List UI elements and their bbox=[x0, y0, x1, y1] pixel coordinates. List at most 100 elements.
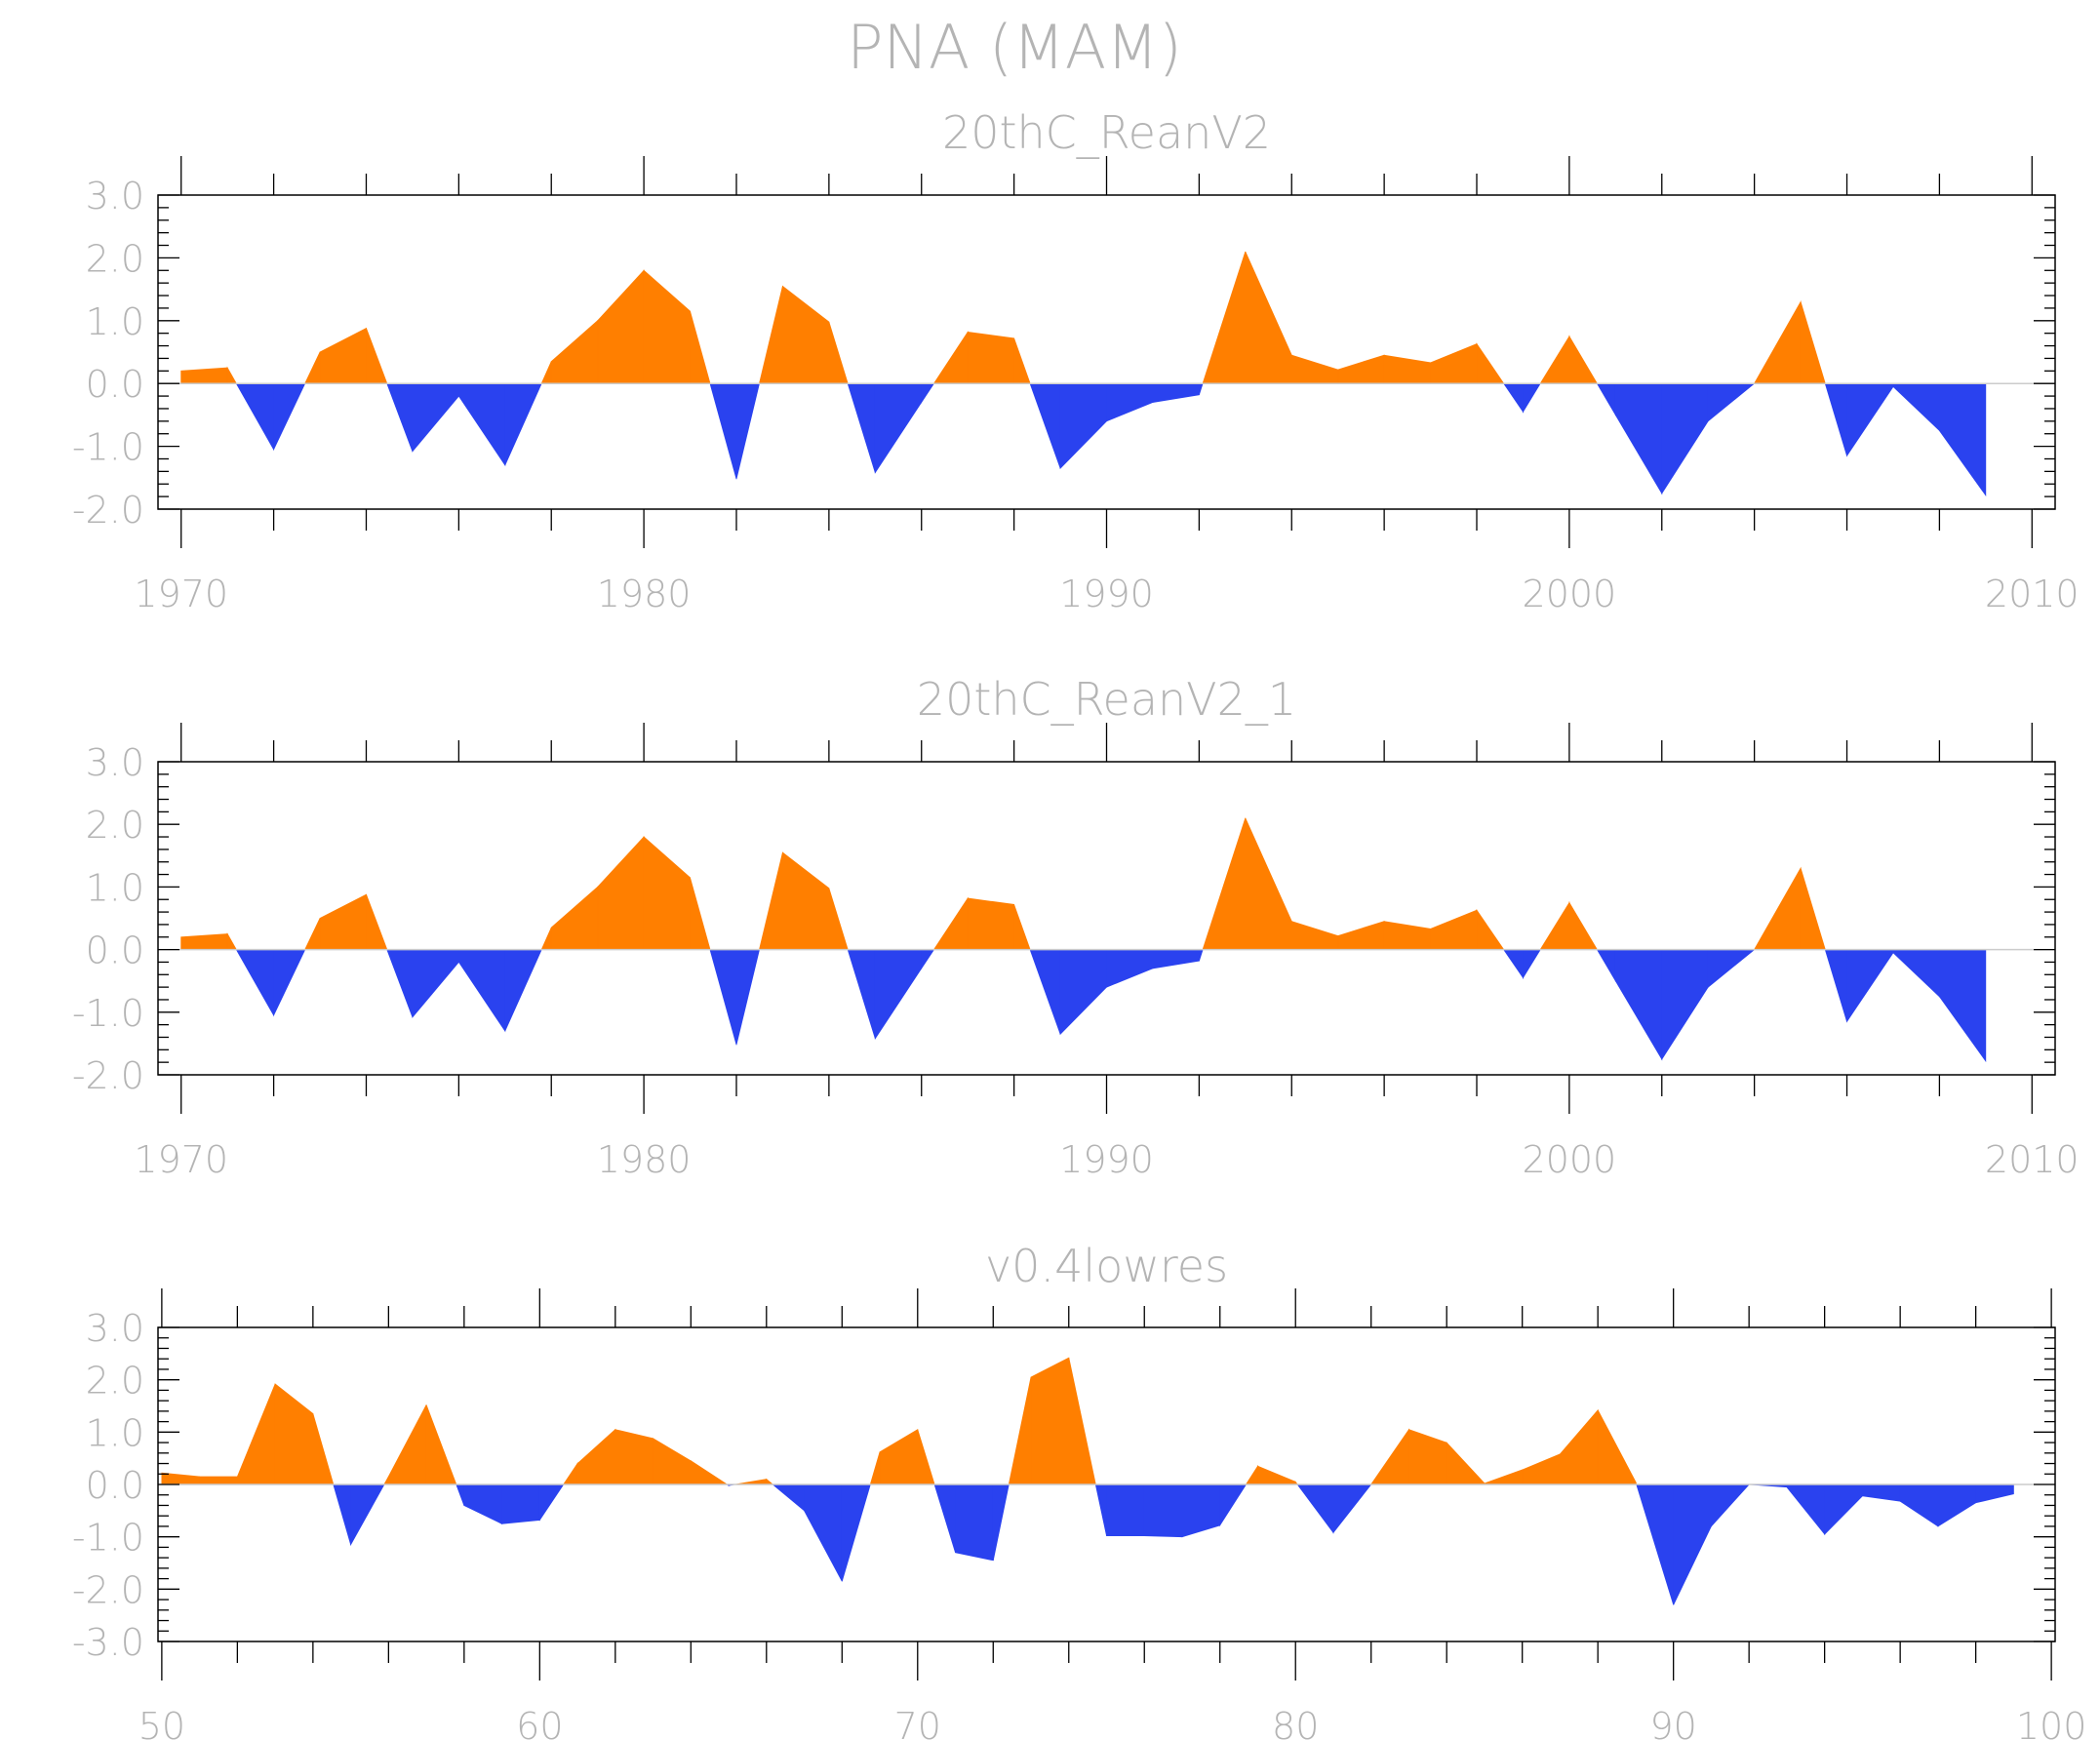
y-tick-label: -1.0 bbox=[72, 426, 144, 469]
negative-area bbox=[457, 949, 506, 1033]
negative-area bbox=[709, 949, 737, 1046]
positive-area bbox=[917, 1429, 935, 1485]
positive-area bbox=[758, 852, 783, 950]
y-tick-label: -3.0 bbox=[72, 1621, 144, 1664]
positive-area bbox=[828, 888, 849, 950]
positive-area bbox=[1245, 817, 1292, 950]
negative-area bbox=[709, 382, 737, 480]
negative-area bbox=[235, 949, 275, 1017]
positive-area bbox=[540, 927, 552, 950]
negative-area bbox=[1661, 949, 1709, 1061]
negative-area bbox=[804, 1483, 843, 1582]
y-tick-label: 1.0 bbox=[86, 300, 144, 343]
positive-area bbox=[1245, 251, 1292, 384]
negative-area bbox=[772, 1483, 805, 1512]
positive-area bbox=[782, 851, 830, 950]
y-tick-label: -1.0 bbox=[72, 1517, 144, 1560]
negative-area bbox=[1937, 1483, 1976, 1527]
negative-area bbox=[1707, 382, 1756, 422]
negative-area bbox=[921, 949, 935, 970]
positive-area bbox=[199, 1476, 238, 1485]
positive-area bbox=[1337, 921, 1385, 950]
positive-area bbox=[1539, 335, 1570, 384]
x-tick-label: 1970 bbox=[134, 573, 228, 615]
negative-area bbox=[1636, 1483, 1675, 1605]
positive-area bbox=[161, 1472, 201, 1485]
positive-area bbox=[734, 1479, 768, 1485]
negative-area bbox=[1059, 949, 1107, 1036]
positive-area bbox=[312, 1413, 335, 1485]
negative-area bbox=[1029, 382, 1061, 469]
positive-area bbox=[1245, 1464, 1258, 1485]
negative-area bbox=[1786, 1483, 1826, 1536]
y-tick-label: -2.0 bbox=[72, 1568, 144, 1611]
y-tick-label: 2.0 bbox=[86, 237, 144, 280]
y-tick-label: 1.0 bbox=[86, 1411, 144, 1454]
positive-area bbox=[576, 1428, 616, 1485]
positive-area bbox=[366, 893, 388, 950]
negative-area bbox=[1892, 949, 1940, 998]
positive-area bbox=[1753, 299, 1802, 384]
negative-area bbox=[841, 1483, 871, 1582]
negative-area bbox=[1199, 382, 1204, 395]
positive-area bbox=[304, 918, 321, 950]
negative-area bbox=[273, 382, 306, 450]
negative-area bbox=[1673, 1483, 1712, 1605]
y-tick-label: 2.0 bbox=[86, 1360, 144, 1403]
positive-area bbox=[1597, 1409, 1637, 1485]
positive-area bbox=[319, 327, 367, 384]
positive-area bbox=[1568, 901, 1599, 950]
negative-area bbox=[1219, 1483, 1248, 1527]
negative-area bbox=[1296, 1483, 1334, 1534]
positive-area bbox=[319, 893, 367, 950]
positive-area bbox=[597, 835, 645, 950]
negative-area bbox=[933, 1483, 956, 1553]
y-tick-label: 0.0 bbox=[86, 1464, 144, 1507]
positive-area bbox=[1383, 921, 1431, 950]
positive-area bbox=[766, 1478, 774, 1485]
negative-area bbox=[874, 949, 923, 1041]
positive-area bbox=[643, 269, 691, 384]
chart-title: 20thC_ReanV2_1 bbox=[917, 673, 1296, 726]
chart-panel-2: 20thC_ReanV2_1 3.0 2.0 1.0 0.0 -1.0 -2.0 1970 19… bbox=[72, 673, 2080, 1181]
negative-area bbox=[1152, 949, 1200, 969]
y-tick-label: 0.0 bbox=[86, 363, 144, 406]
positive-area bbox=[1383, 354, 1431, 384]
positive-area bbox=[1800, 867, 1826, 950]
negative-area bbox=[1862, 1483, 1901, 1502]
positive-area bbox=[562, 1462, 578, 1485]
positive-area bbox=[758, 286, 783, 384]
negative-area bbox=[1975, 1483, 2014, 1504]
positive-area bbox=[828, 321, 849, 384]
positive-area bbox=[1369, 1428, 1409, 1485]
positive-area bbox=[1068, 1358, 1096, 1485]
positive-area bbox=[1337, 354, 1385, 384]
y-tick-label: 3.0 bbox=[86, 1307, 144, 1350]
y-tick-label: 3.0 bbox=[86, 175, 144, 218]
negative-area bbox=[1614, 382, 1663, 495]
negative-area bbox=[1106, 382, 1154, 422]
negative-area bbox=[1939, 382, 1987, 497]
y-tick-label: -2.0 bbox=[72, 1054, 144, 1097]
negative-area bbox=[1152, 382, 1200, 403]
chart-title: v0.4lowres bbox=[985, 1240, 1228, 1292]
positive-area bbox=[226, 931, 237, 950]
x-tick-label: 90 bbox=[1649, 1705, 1696, 1740]
positive-area bbox=[540, 361, 552, 384]
plot-frame bbox=[157, 194, 2056, 510]
negative-area bbox=[1523, 382, 1541, 414]
negative-area bbox=[504, 949, 542, 1032]
positive-area bbox=[614, 1429, 654, 1485]
positive-area bbox=[366, 328, 388, 384]
negative-area bbox=[1707, 949, 1756, 988]
negative-area bbox=[501, 1483, 540, 1524]
negative-area bbox=[412, 949, 459, 1018]
positive-area bbox=[550, 886, 599, 950]
negative-area bbox=[463, 1483, 502, 1524]
negative-area bbox=[457, 382, 506, 467]
negative-area bbox=[1596, 949, 1616, 983]
positive-area bbox=[1800, 301, 1826, 384]
negative-area bbox=[921, 382, 935, 404]
positive-area bbox=[550, 319, 599, 384]
